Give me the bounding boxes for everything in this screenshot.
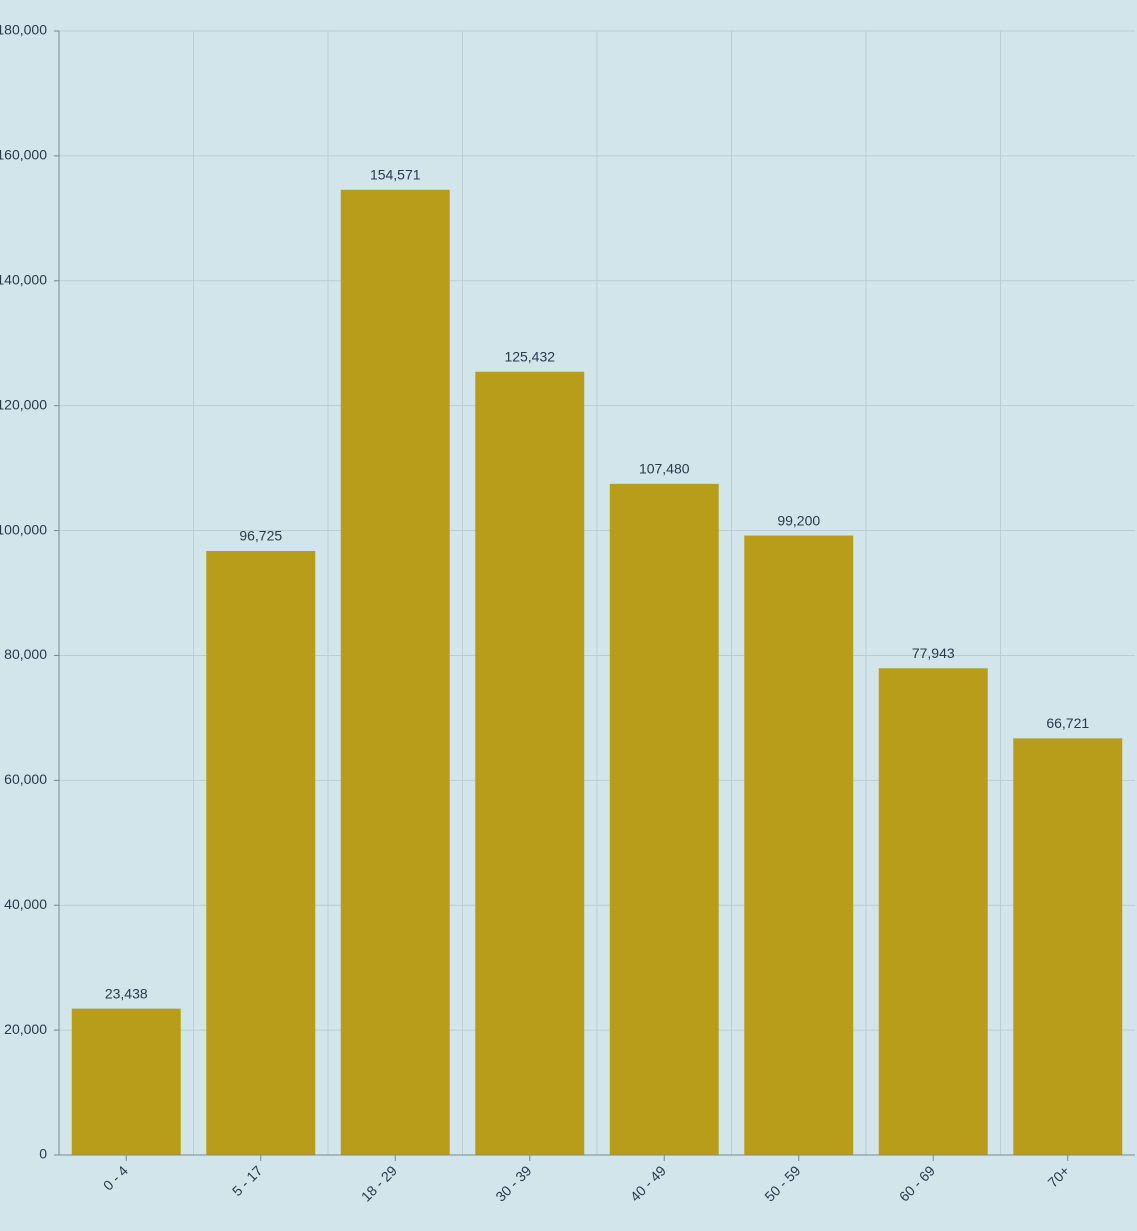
bar xyxy=(744,535,854,1155)
bar xyxy=(878,668,988,1155)
y-tick-label: 40,000 xyxy=(4,896,47,912)
x-tick-label: 50 - 59 xyxy=(761,1162,803,1204)
x-tick-label: 5 - 17 xyxy=(229,1162,266,1199)
bar xyxy=(340,189,450,1155)
value-label: 125,432 xyxy=(504,348,555,364)
bar xyxy=(71,1008,181,1155)
y-tick-label: 60,000 xyxy=(4,771,47,787)
value-label: 23,438 xyxy=(105,985,148,1001)
y-tick-label: 120,000 xyxy=(0,396,47,412)
x-tick-label: 60 - 69 xyxy=(896,1162,938,1204)
x-tick-label: 0 - 4 xyxy=(100,1162,131,1193)
value-label: 107,480 xyxy=(639,461,690,477)
y-tick-label: 160,000 xyxy=(0,147,47,163)
x-tick-label: 40 - 49 xyxy=(627,1162,669,1204)
y-tick-label: 100,000 xyxy=(0,521,47,537)
bar xyxy=(206,551,316,1155)
value-label: 154,571 xyxy=(370,166,421,182)
x-tick-label: 70+ xyxy=(1044,1162,1072,1190)
y-tick-label: 0 xyxy=(39,1146,47,1162)
y-tick-label: 140,000 xyxy=(0,271,47,287)
bar xyxy=(609,483,719,1155)
x-tick-label: 18 - 29 xyxy=(358,1162,400,1204)
value-label: 66,721 xyxy=(1046,715,1089,731)
y-tick-label: 80,000 xyxy=(4,646,47,662)
value-label: 77,943 xyxy=(912,645,955,661)
x-tick-label: 30 - 39 xyxy=(492,1162,534,1204)
value-label: 96,725 xyxy=(239,528,282,544)
bar xyxy=(475,371,585,1156)
y-tick-label: 20,000 xyxy=(4,1021,47,1037)
bar xyxy=(1013,738,1123,1155)
y-tick-label: 180,000 xyxy=(0,22,47,38)
value-label: 99,200 xyxy=(777,512,820,528)
